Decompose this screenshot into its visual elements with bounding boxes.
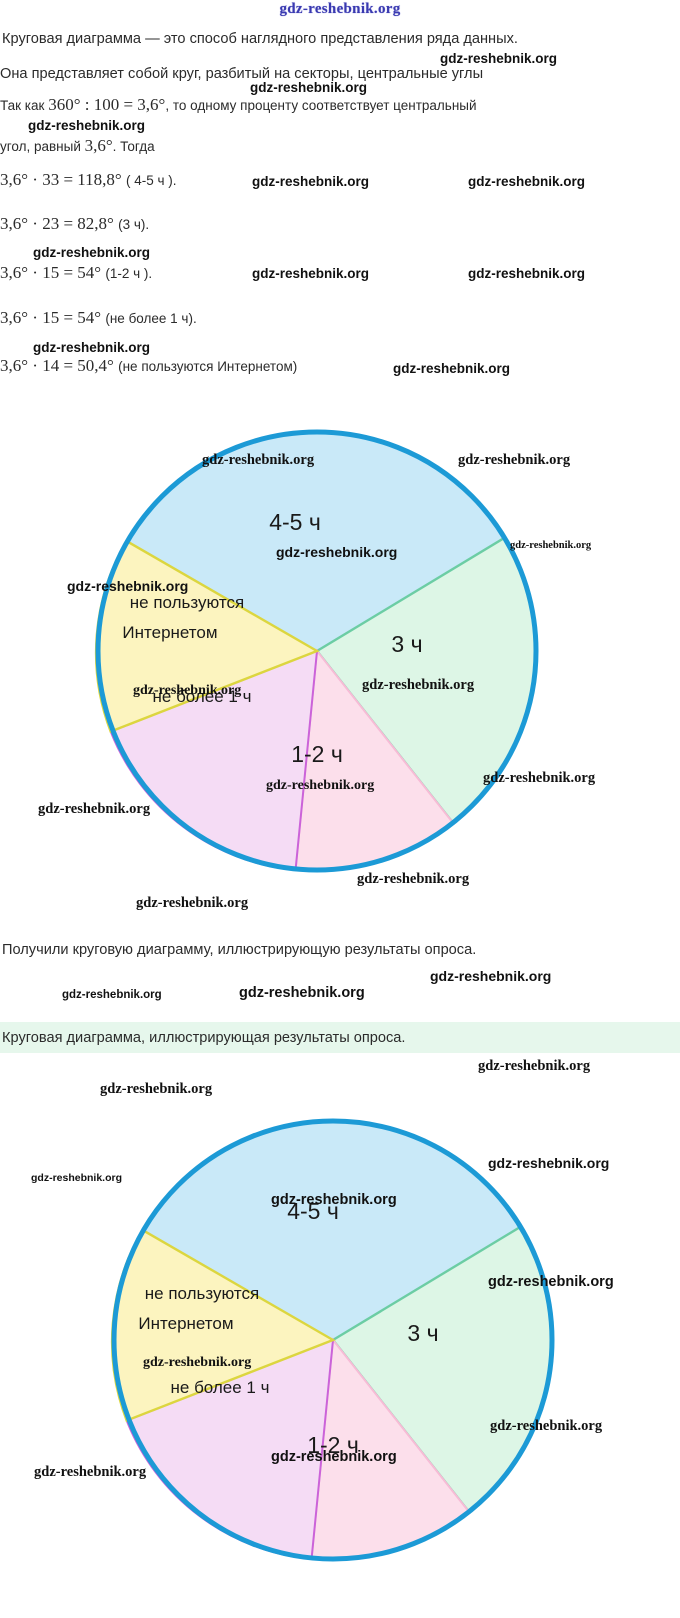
intro-line-3-formula: 360° : 100 = 3,6°	[48, 95, 166, 114]
watermark: gdz-reshebnik.org	[440, 51, 558, 66]
watermark: gdz-reshebnik.org	[250, 80, 368, 95]
watermark: gdz-reshebnik.org	[136, 895, 249, 911]
watermark: gdz-reshebnik.org	[478, 1058, 591, 1074]
watermark: gdz-reshebnik.org	[468, 266, 586, 281]
calc-1-note: ( 4-5 ч ).	[125, 173, 177, 188]
conclusion-text: Получили круговую диаграмму, иллюстрирую…	[2, 942, 477, 958]
pie-chart-result: 4-5 ч 3 ч 1-2 ч не более 1 ч не пользуют…	[110, 1118, 555, 1562]
intro-line-4-formula: 3,6°	[84, 136, 113, 155]
watermark: gdz-reshebnik.org	[100, 1081, 213, 1097]
calc-5-note: (не пользуются Интернетом)	[118, 359, 298, 374]
calc-5-expr: 3,6° · 14 = 50,4°	[0, 356, 114, 375]
watermark: gdz-reshebnik.org	[252, 266, 370, 281]
watermark: gdz-reshebnik.org	[357, 871, 470, 887]
calc-4-expr: 3,6° · 15 = 54°	[0, 308, 102, 327]
watermark: gdz-reshebnik.org	[430, 968, 552, 984]
watermark: gdz-reshebnik.org	[31, 1172, 123, 1184]
watermark: gdz-reshebnik.org	[33, 245, 151, 260]
watermark: gdz-reshebnik.org	[28, 118, 146, 133]
pie-slices-group	[94, 430, 539, 873]
watermark: gdz-reshebnik.org	[252, 174, 370, 189]
pie-chart-result-svg	[110, 1118, 555, 1562]
watermark: gdz-reshebnik.org	[468, 174, 586, 189]
pie-outline-circle	[95, 429, 539, 873]
watermark: gdz-reshebnik.org	[393, 361, 511, 376]
pie-chart-primary-svg	[94, 429, 539, 873]
site-logo: gdz-reshebnik.org	[279, 1, 401, 17]
intro-line-2: Она представляет собой круг, разбитый на…	[0, 66, 484, 82]
intro-line-1: Круговая диаграмма — это способ наглядно…	[2, 31, 518, 47]
calc-3-expr: 3,6° · 15 = 54°	[0, 263, 102, 282]
watermark: gdz-reshebnik.org	[33, 340, 151, 355]
calc-2-expr: 3,6° · 23 = 82,8°	[0, 214, 114, 233]
chart-caption-text: Круговая диаграмма, иллюстрирующая резул…	[2, 1029, 406, 1046]
chart-caption-banner: Круговая диаграмма, иллюстрирующая резул…	[0, 1022, 680, 1053]
intro-line-4-suffix: . Тогда	[112, 139, 155, 154]
watermark: gdz-reshebnik.org	[62, 989, 162, 1001]
intro-line-3-prefix: Так как	[0, 98, 49, 113]
intro-line-4-prefix: угол, равный	[0, 139, 85, 154]
calc-3-note: (1-2 ч ).	[105, 266, 153, 281]
pie-outline-circle	[111, 1118, 555, 1562]
intro-line-3-suffix: , то одному проценту соответствует центр…	[165, 98, 477, 113]
watermark: gdz-reshebnik.org	[239, 985, 365, 1001]
calc-2-note: (3 ч).	[118, 217, 150, 232]
calc-4-note: (не более 1 ч).	[105, 311, 197, 326]
calc-1-expr: 3,6° · 33 = 118,8°	[0, 170, 122, 189]
pie-chart-primary: 4-5 ч 3 ч 1-2 ч не более 1 ч не пользуют…	[94, 429, 539, 873]
pie-slices-group-2	[110, 1119, 555, 1562]
